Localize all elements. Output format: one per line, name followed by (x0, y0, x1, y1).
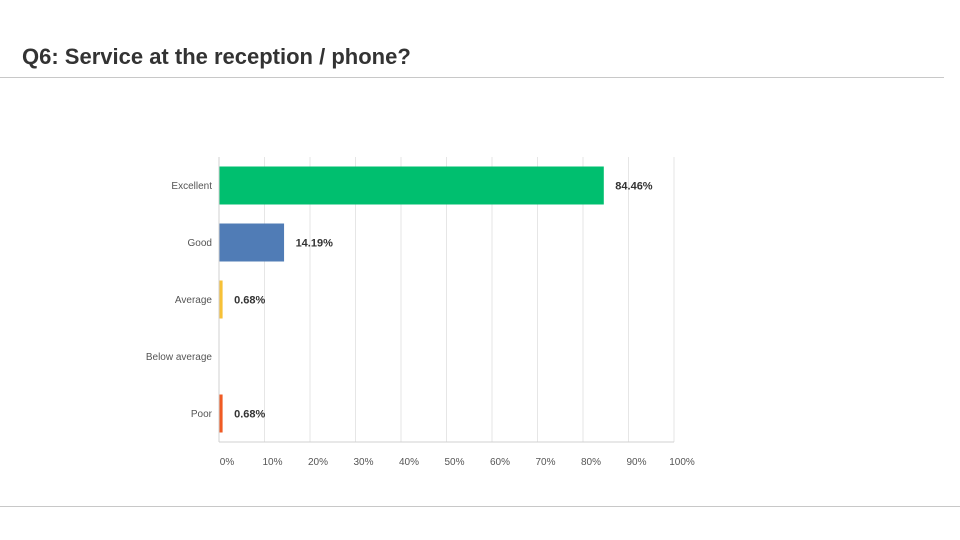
x-tick-label: 80% (581, 457, 601, 468)
x-tick-label: 100% (669, 457, 695, 468)
category-label: Below average (146, 352, 213, 363)
x-tick-label: 50% (444, 457, 464, 468)
x-tick-label: 30% (353, 457, 373, 468)
x-tick-label: 10% (262, 457, 282, 468)
x-tick-label: 20% (308, 457, 328, 468)
title-divider (0, 77, 944, 78)
x-tick-label: 40% (399, 457, 419, 468)
page-title: Q6: Service at the reception / phone? (22, 44, 411, 69)
category-label: Poor (191, 409, 213, 420)
category-label: Good (188, 238, 212, 249)
bar (219, 166, 604, 205)
x-tick-label: 90% (626, 457, 646, 468)
category-label: Average (175, 295, 213, 306)
data-label: 0.68% (234, 409, 265, 421)
footer-divider (0, 506, 960, 507)
data-label: 84.46% (615, 181, 653, 193)
data-label: 14.19% (296, 238, 334, 250)
data-label: 0.68% (234, 295, 265, 307)
x-tick-label: 60% (490, 457, 510, 468)
bar (219, 280, 223, 319)
x-tick-label: 70% (535, 457, 555, 468)
x-tick-label: 0% (220, 457, 235, 468)
bar (219, 223, 285, 262)
bar (219, 394, 223, 433)
category-label: Excellent (171, 181, 212, 192)
